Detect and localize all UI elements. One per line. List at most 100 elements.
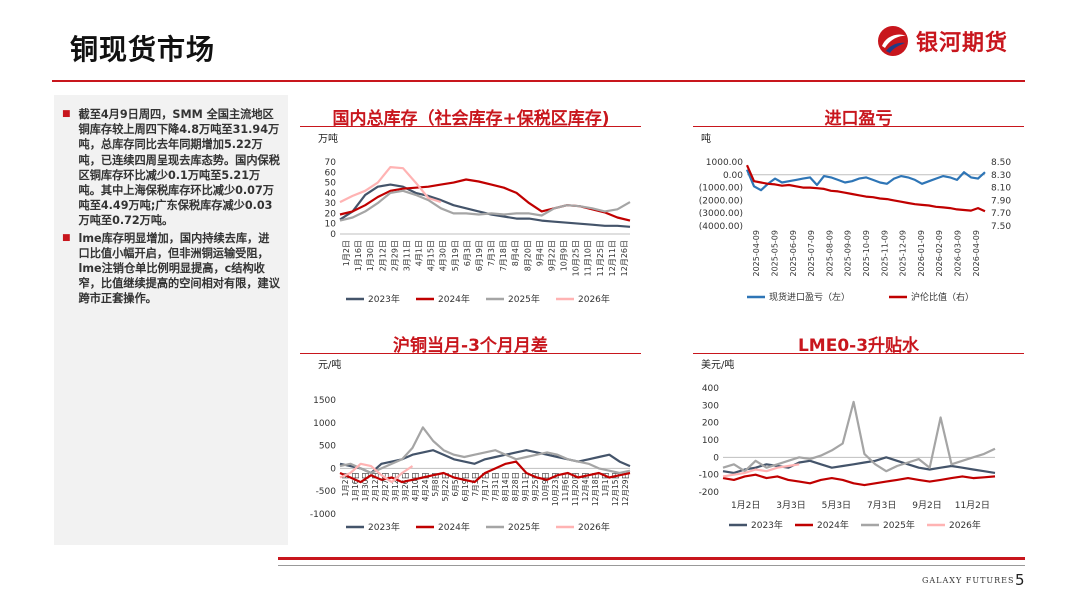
y-tick-label: 30: [325, 199, 337, 209]
x-tick-label: 9月22日: [547, 240, 556, 271]
y-axis-unit-label: 吨: [701, 132, 711, 145]
series-line-1: [745, 169, 986, 192]
legend-label: 2024年: [438, 293, 470, 305]
y-tick-label: 50: [325, 179, 337, 189]
x-tick-label: 1月16日: [354, 240, 363, 271]
x-tick-label: 9月2日: [912, 500, 941, 511]
legend-label: 2023年: [368, 293, 400, 305]
x-tick-label: 2025-11-09: [880, 230, 889, 277]
y-tick-label: 1000.00: [706, 158, 743, 168]
y-tick-label: 70: [325, 158, 337, 168]
x-tick-label: 2025-05-09: [770, 230, 779, 277]
x-tick-label: 2025-09-09: [844, 230, 853, 277]
chart-title-rule: [300, 353, 641, 354]
logo-text: 银河期货: [916, 31, 1009, 56]
x-tick-label: 12月18日: [591, 472, 600, 506]
y-tick-label: (1000.00): [699, 184, 743, 194]
lme-spread-chart: 美元/吨 400 300 200 100 0 -100 -200 1月2日 3月3日 5月3日 7月3…: [699, 358, 996, 531]
x-tick-label: 4月10日: [411, 472, 420, 501]
legend-label: 2026年: [949, 519, 981, 531]
y-tick-label: 300: [702, 401, 719, 411]
x-tick-label: 10月25日: [572, 240, 581, 276]
x-tick-label: 6月19日: [475, 240, 484, 271]
x-tick-label: 2026-03-09: [954, 230, 963, 277]
chart-title-rule: [300, 126, 641, 127]
y-tick-label: -1000: [310, 510, 336, 520]
series-line-2: [745, 164, 986, 213]
chart-title-domestic-inventory: 国内总库存（社会库存+保税区库存): [332, 109, 610, 129]
y-tick-label: 100: [702, 436, 719, 446]
legend-label: 2025年: [508, 293, 540, 305]
legend-label: 2023年: [751, 519, 783, 531]
square-bullet-icon: ■: [62, 232, 71, 243]
x-tick-label: 3月12日: [391, 472, 400, 501]
chart-title-lme-spread: LME0-3升贴水: [797, 336, 920, 356]
page-number: 5: [1015, 571, 1025, 589]
galaxy-logo-icon: [878, 26, 908, 56]
series-line-1: [339, 449, 631, 475]
x-tick-label: 2月27日: [381, 472, 390, 501]
x-tick-label: 11月10日: [584, 240, 593, 276]
footer-divider-thin: [278, 565, 1025, 566]
legend-label: 2025年: [883, 519, 915, 531]
x-tick-label: 2月12日: [378, 240, 387, 271]
y-tick-label: (3000.00): [699, 209, 743, 219]
y2-tick-label: 8.10: [991, 184, 1011, 194]
x-tick-label: 6月19日: [461, 472, 470, 501]
x-tick-label: 7月3日: [471, 472, 480, 497]
series-line-4: [339, 165, 442, 204]
square-bullet-icon: ■: [62, 109, 71, 119]
x-tick-label: 9月25日: [531, 472, 540, 501]
x-tick-label: 5月3日: [822, 500, 851, 511]
x-tick-label: 5月8日: [431, 472, 440, 497]
x-tick-label: 2025-06-09: [789, 230, 798, 277]
legend-label: 现货进口盈亏（左）: [769, 291, 850, 303]
y-tick-label: 60: [325, 168, 337, 178]
x-tick-label: 10月23日: [551, 472, 560, 506]
x-tick-label: 6月3日: [463, 240, 472, 266]
y-tick-label: (4000.00): [699, 222, 743, 232]
x-tick-label: 6月5日: [451, 472, 460, 497]
footer-brand: GALAXY FUTURES: [922, 576, 1015, 585]
legend-label: 2024年: [438, 521, 470, 533]
legend-label: 2025年: [508, 521, 540, 533]
x-tick-label: 4月30日: [439, 240, 448, 271]
x-tick-label: 8月28日: [511, 472, 520, 501]
x-tick-label: 12月4日: [581, 472, 590, 501]
x-tick-label: 2025-12-09: [899, 230, 908, 277]
x-tick-label: 3月11日: [402, 240, 411, 271]
x-tick-label: 11月2日: [955, 500, 990, 511]
chart-title-shfe-spread: 沪铜当月-3个月月差: [393, 336, 548, 356]
chart-title-import-profit: 进口盈亏: [824, 109, 893, 129]
x-tick-label: 1月16日: [351, 472, 360, 501]
x-tick-label: 8月4日: [511, 240, 520, 266]
y-tick-label: 1500: [313, 396, 336, 406]
x-tick-label: 9月11日: [521, 472, 530, 501]
series-line-1: [722, 456, 996, 475]
chart-title-rule: [693, 353, 1024, 354]
bullet-text: lme库存明显增加，国内持续去库，进口比值小幅开启，但非洲铜运输受阻，lme注销…: [78, 231, 280, 306]
legend-label: 2026年: [578, 521, 610, 533]
y-tick-label: 1000: [313, 419, 336, 429]
x-tick-label: 7月17日: [481, 472, 490, 501]
x-tick-label: 1月2日: [341, 472, 350, 497]
x-tick-label: 11月20日: [571, 472, 580, 506]
x-tick-label: 5月22日: [441, 472, 450, 501]
x-tick-label: 10月9日: [541, 472, 550, 501]
bullet-item: ■ lme库存明显增加，国内持续去库，进口比值小幅开启，但非洲铜运输受阻，lme…: [62, 231, 280, 307]
y2-tick-label: 8.30: [991, 171, 1011, 181]
brand-logo: 银河期货: [876, 24, 1008, 58]
y-tick-label: -500: [316, 487, 337, 497]
x-tick-label: 7月3日: [867, 500, 896, 511]
x-tick-label: 2025-04-09: [752, 230, 761, 277]
header-divider: [52, 80, 1025, 82]
y-tick-label: (2000.00): [699, 196, 743, 206]
x-tick-label: 11月25日: [596, 240, 605, 276]
x-tick-label: 1月2日: [731, 500, 760, 511]
x-tick-label: 1月2日: [342, 240, 351, 266]
y2-tick-label: 7.70: [991, 209, 1011, 219]
x-tick-label: 12月11日: [608, 240, 617, 276]
x-tick-label: 7月18日: [499, 240, 508, 271]
bullet-text: 截至4月9日周四，SMM 全国主流地区铜库存较上周四下降4.8万吨至31.94万…: [78, 108, 280, 228]
